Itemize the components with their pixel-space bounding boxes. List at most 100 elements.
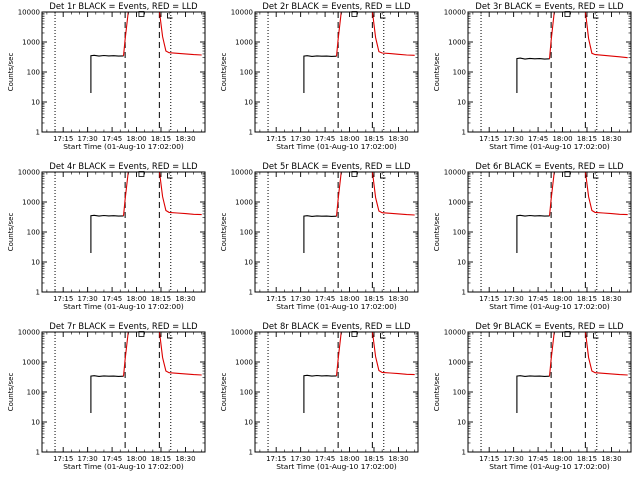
series-group bbox=[303, 12, 415, 93]
detector-chart: Det 3r BLACK = Events, RED = LLD 1 10 100 10… bbox=[433, 1, 632, 151]
x-tick-label: 18:30 bbox=[601, 135, 621, 143]
y-tick-label: 100 bbox=[240, 389, 253, 397]
y-tick-label: 1000 bbox=[448, 199, 466, 207]
chart-title: Det 5r BLACK = Events, RED = LLD bbox=[262, 161, 410, 171]
l-marker bbox=[593, 333, 599, 339]
y-tick-label: 1000 bbox=[235, 359, 253, 367]
y-tick-label: 10000 bbox=[444, 169, 466, 177]
y-tick-label: 10000 bbox=[18, 9, 40, 17]
y-tick-label: 10000 bbox=[231, 169, 253, 177]
y-axis-label: Counts/sec bbox=[220, 53, 228, 92]
detector-chart: Det 2r BLACK = Events, RED = LLD 1 10 100 10… bbox=[220, 1, 419, 151]
x-tick-label: 17:15 bbox=[266, 455, 286, 463]
plot-frame bbox=[254, 11, 419, 133]
y-tick-label: 1000 bbox=[235, 39, 253, 47]
x-axis-label: Start Time (01-Aug-10 17:02:00) bbox=[276, 302, 397, 311]
y-tick-label: 10000 bbox=[231, 9, 253, 17]
l-marker bbox=[593, 13, 599, 19]
x-tick-label: 17:15 bbox=[479, 455, 499, 463]
x-tick-label: 18:00 bbox=[552, 295, 572, 303]
y-tick-label: 1 bbox=[462, 449, 466, 457]
lld-series-line bbox=[122, 332, 202, 377]
y-tick-label: 100 bbox=[27, 229, 40, 237]
x-tick-label: 18:15 bbox=[151, 455, 171, 463]
l-marker bbox=[167, 333, 173, 339]
x-tick-label: 18:30 bbox=[601, 295, 621, 303]
l-marker bbox=[380, 13, 386, 19]
x-tick-label: 17:30 bbox=[78, 455, 98, 463]
detector-panel: Det 6r BLACK = Events, RED = LLD 1 10 100 10… bbox=[426, 160, 639, 320]
y-tick-label: 10000 bbox=[18, 329, 40, 337]
detector-chart: Det 1r BLACK = Events, RED = LLD 1 10 100 10… bbox=[7, 1, 206, 151]
x-tick-label: 17:30 bbox=[504, 135, 524, 143]
plot-frame bbox=[467, 11, 632, 133]
chart-title: Det 9r BLACK = Events, RED = LLD bbox=[475, 321, 623, 331]
lld-series-line bbox=[548, 332, 628, 377]
chart-title: Det 7r BLACK = Events, RED = LLD bbox=[49, 321, 197, 331]
y-tick-label: 100 bbox=[453, 229, 466, 237]
x-tick-label: 17:45 bbox=[102, 295, 122, 303]
x-tick-label: 18:15 bbox=[577, 135, 597, 143]
y-tick-label: 10000 bbox=[231, 329, 253, 337]
x-tick-label: 17:30 bbox=[291, 455, 311, 463]
chart-title: Det 2r BLACK = Events, RED = LLD bbox=[262, 1, 410, 11]
x-tick-label: 17:30 bbox=[291, 135, 311, 143]
y-tick-label: 10 bbox=[457, 419, 466, 427]
x-tick-label: 17:30 bbox=[504, 455, 524, 463]
lld-series-line bbox=[548, 172, 628, 217]
y-tick-label: 1000 bbox=[22, 39, 40, 47]
detector-chart: Det 4r BLACK = Events, RED = LLD 1 10 100 10… bbox=[7, 161, 206, 311]
x-tick-label: 18:15 bbox=[151, 135, 171, 143]
series-group bbox=[90, 332, 202, 413]
x-axis-label: Start Time (01-Aug-10 17:02:00) bbox=[276, 142, 397, 151]
y-tick-label: 10 bbox=[244, 99, 253, 107]
y-tick-label: 1 bbox=[462, 129, 466, 137]
x-tick-label: 18:00 bbox=[126, 455, 146, 463]
y-axis-label: Counts/sec bbox=[220, 213, 228, 252]
y-tick-label: 100 bbox=[240, 229, 253, 237]
x-tick-label: 17:15 bbox=[266, 295, 286, 303]
x-tick-label: 17:45 bbox=[528, 295, 548, 303]
x-tick-label: 17:15 bbox=[479, 295, 499, 303]
x-tick-label: 17:15 bbox=[266, 135, 286, 143]
plot-frame bbox=[467, 331, 632, 453]
x-tick-label: 18:30 bbox=[388, 135, 408, 143]
x-tick-label: 18:30 bbox=[388, 455, 408, 463]
events-series-line bbox=[516, 57, 550, 93]
events-series-line bbox=[516, 214, 550, 253]
y-tick-label: 100 bbox=[240, 69, 253, 77]
y-axis-label: Counts/sec bbox=[220, 373, 228, 412]
x-tick-label: 17:45 bbox=[315, 455, 335, 463]
y-tick-label: 100 bbox=[27, 69, 40, 77]
x-tick-label: 17:30 bbox=[291, 295, 311, 303]
y-axis-label: Counts/sec bbox=[433, 53, 441, 92]
series-group bbox=[90, 12, 202, 93]
detector-panel: Det 2r BLACK = Events, RED = LLD 1 10 100 10… bbox=[213, 0, 426, 160]
chart-title: Det 8r BLACK = Events, RED = LLD bbox=[262, 321, 410, 331]
series-group bbox=[303, 332, 415, 413]
y-axis-label: Counts/sec bbox=[433, 373, 441, 412]
x-axis-label: Start Time (01-Aug-10 17:02:00) bbox=[489, 462, 610, 471]
series-group bbox=[90, 172, 202, 253]
lld-series-line bbox=[548, 12, 628, 60]
x-tick-label: 18:30 bbox=[175, 135, 195, 143]
y-axis-label: Counts/sec bbox=[7, 213, 15, 252]
y-tick-label: 10 bbox=[457, 99, 466, 107]
x-tick-label: 18:30 bbox=[388, 295, 408, 303]
l-marker bbox=[380, 333, 386, 339]
x-axis-label: Start Time (01-Aug-10 17:02:00) bbox=[489, 142, 610, 151]
x-tick-label: 18:30 bbox=[175, 455, 195, 463]
x-tick-label: 18:15 bbox=[364, 455, 384, 463]
y-tick-label: 10000 bbox=[444, 9, 466, 17]
y-tick-label: 1000 bbox=[22, 199, 40, 207]
y-tick-label: 1000 bbox=[448, 39, 466, 47]
lld-series-line bbox=[335, 332, 415, 377]
chart-title: Det 6r BLACK = Events, RED = LLD bbox=[475, 161, 623, 171]
y-tick-label: 1000 bbox=[448, 359, 466, 367]
y-axis-label: Counts/sec bbox=[7, 373, 15, 412]
events-series-line bbox=[90, 214, 124, 253]
chart-title: Det 3r BLACK = Events, RED = LLD bbox=[475, 1, 623, 11]
chart-title: Det 4r BLACK = Events, RED = LLD bbox=[49, 161, 197, 171]
chart-title: Det 1r BLACK = Events, RED = LLD bbox=[49, 1, 197, 11]
